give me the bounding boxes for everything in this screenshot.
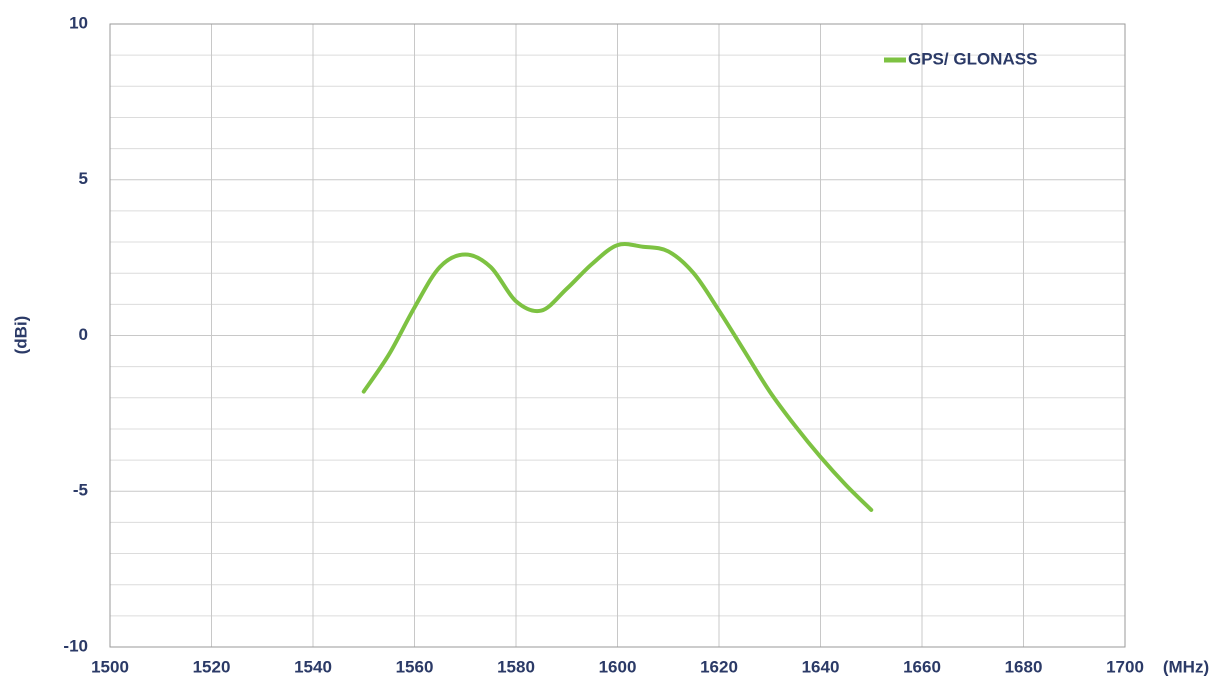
- x-tick-label: 1600: [599, 657, 637, 676]
- x-tick-label: 1680: [1005, 657, 1043, 676]
- x-tick-label: 1700: [1106, 657, 1144, 676]
- y-axis-label: (dBi): [11, 316, 30, 355]
- x-axis-label: (MHz): [1163, 657, 1209, 676]
- y-tick-label: 5: [79, 169, 88, 188]
- x-tick-label: 1660: [903, 657, 941, 676]
- series-line: [361, 242, 874, 512]
- x-tick-label: 1580: [497, 657, 535, 676]
- y-tick-label: -5: [73, 481, 88, 500]
- x-tick-label: 1560: [396, 657, 434, 676]
- y-tick-label: 10: [69, 13, 88, 32]
- y-tick-label: -10: [63, 636, 88, 655]
- x-tick-label: 1500: [91, 657, 129, 676]
- x-tick-label: 1520: [193, 657, 231, 676]
- legend-label: GPS/ GLONASS: [908, 49, 1037, 68]
- y-tick-label: 0: [79, 325, 88, 344]
- plot-frame: [109, 23, 1126, 648]
- x-tick-label: 1640: [802, 657, 840, 676]
- x-tick-label: 1540: [294, 657, 332, 676]
- x-tick-label: 1620: [700, 657, 738, 676]
